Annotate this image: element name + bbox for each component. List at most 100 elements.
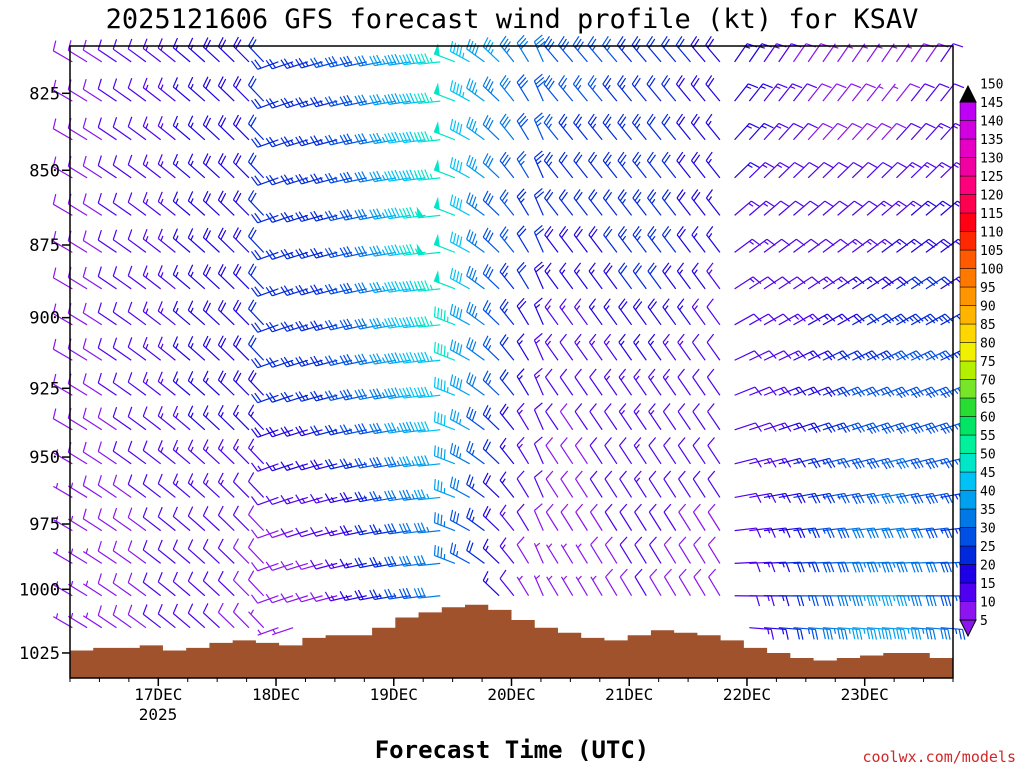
- wind-barb: [793, 313, 821, 326]
- wind-barb: [516, 112, 530, 141]
- wind-barb: [413, 587, 441, 599]
- wind-barb: [398, 280, 426, 293]
- colorbar-label: 105: [980, 244, 1003, 259]
- wind-barb: [631, 75, 647, 102]
- wind-barb: [449, 231, 470, 253]
- wind-barb: [587, 113, 603, 141]
- chart-title: 2025121606 GFS forecast wind profile (kt…: [106, 4, 919, 35]
- wind-barb: [202, 115, 220, 141]
- wind-barb: [339, 458, 367, 470]
- wind-barb: [324, 283, 353, 295]
- wind-barb: [127, 372, 147, 396]
- wind-barb: [157, 301, 176, 326]
- wind-barb: [499, 437, 515, 465]
- wind-barb: [413, 53, 441, 65]
- wind-barb: [940, 43, 964, 63]
- wind-barb: [280, 528, 308, 538]
- colorbar-label: 5: [980, 614, 988, 629]
- wind-barb: [807, 122, 833, 141]
- wind-barb: [925, 313, 954, 326]
- wind-barb: [324, 172, 353, 184]
- y-tick-label: 975: [29, 515, 60, 535]
- wind-barb: [661, 75, 677, 102]
- wind-barb: [413, 131, 441, 143]
- wind-barb: [157, 572, 176, 597]
- wind-barb: [734, 83, 759, 102]
- wind-barb: [734, 161, 760, 179]
- wind-barb: [187, 191, 206, 216]
- wind-barb: [250, 286, 279, 297]
- wind-barb: [324, 210, 353, 222]
- wind-barb: [619, 536, 633, 564]
- wind-barb: [433, 445, 456, 465]
- wind-barb: [516, 470, 530, 498]
- wind-barb: [662, 262, 677, 290]
- wind-barb: [324, 458, 353, 470]
- wind-barb: [533, 261, 545, 290]
- colorbar-segment: [959, 305, 977, 325]
- wind-barb: [482, 190, 500, 216]
- wind-barb: [449, 408, 470, 431]
- wind-barb: [172, 300, 191, 326]
- wind-barb: [172, 115, 191, 141]
- wind-barb: [187, 115, 206, 141]
- colorbar-label: 110: [980, 226, 1003, 241]
- wind-barb: [157, 603, 176, 629]
- wind-barb: [398, 455, 426, 468]
- wind-barb: [533, 503, 544, 531]
- wind-barb: [265, 321, 294, 333]
- wind-barb: [545, 437, 559, 465]
- wind-barb: [925, 561, 952, 573]
- wind-barb: [232, 227, 250, 253]
- wind-barb: [793, 200, 820, 216]
- wind-barb: [369, 54, 397, 67]
- wind-barb: [866, 313, 895, 326]
- wind-barb: [413, 522, 441, 534]
- wind-barb: [544, 262, 559, 290]
- terrain-fill: [70, 604, 953, 678]
- wind-barb: [112, 540, 132, 564]
- wind-barb: [618, 298, 633, 326]
- wind-barb: [53, 613, 73, 629]
- wind-barb: [413, 421, 441, 433]
- wind-barb: [280, 593, 308, 603]
- wind-barb: [280, 391, 308, 403]
- wind-barb: [545, 503, 559, 531]
- wind-barb: [866, 83, 884, 102]
- wind-barb: [97, 39, 117, 63]
- y-tick-label: 825: [29, 84, 60, 104]
- wind-barb: [678, 568, 691, 597]
- colorbar-segment: [959, 231, 977, 251]
- wind-barb: [232, 152, 250, 179]
- wind-barb: [384, 422, 411, 434]
- wind-barb: [369, 456, 397, 469]
- wind-barb: [202, 264, 220, 290]
- wind-barb: [646, 113, 662, 141]
- wind-barb: [202, 335, 220, 361]
- wind-barb: [112, 116, 132, 141]
- wind-barb: [896, 457, 924, 470]
- wind-barb: [217, 570, 235, 597]
- colorbar-label: 150: [980, 78, 1003, 93]
- wind-barb: [837, 122, 863, 141]
- wind-barb: [482, 114, 500, 141]
- wind-barb: [604, 503, 618, 531]
- wind-barb: [603, 226, 618, 253]
- wind-barb: [265, 285, 294, 297]
- wind-barb: [295, 391, 323, 402]
- colorbar-segment: [959, 342, 977, 362]
- colorbar-segment: [959, 101, 977, 121]
- wind-barb: [339, 133, 367, 146]
- wind-barb: [67, 580, 88, 597]
- terrain-layer: [70, 604, 953, 678]
- wind-barb: [925, 627, 951, 640]
- wind-barb: [339, 282, 367, 295]
- wind-barb: [837, 457, 865, 470]
- wind-barb: [202, 405, 220, 431]
- wind-barb: [97, 475, 117, 498]
- wind-barb: [649, 568, 662, 597]
- wind-barb: [466, 406, 485, 431]
- wind-barb: [142, 604, 162, 629]
- wind-barb: [866, 122, 892, 141]
- wind-barb: [633, 437, 647, 465]
